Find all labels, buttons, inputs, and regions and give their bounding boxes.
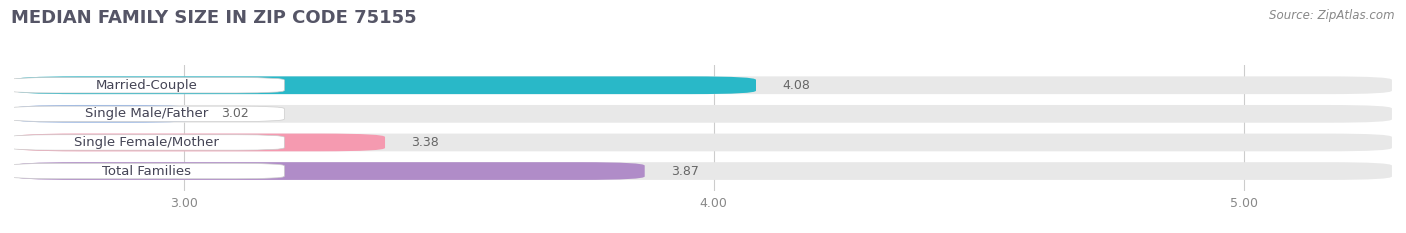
FancyBboxPatch shape <box>14 105 1392 123</box>
Text: 3.38: 3.38 <box>412 136 439 149</box>
Text: MEDIAN FAMILY SIZE IN ZIP CODE 75155: MEDIAN FAMILY SIZE IN ZIP CODE 75155 <box>11 9 416 27</box>
FancyBboxPatch shape <box>8 135 284 150</box>
Text: Total Families: Total Families <box>103 164 191 178</box>
FancyBboxPatch shape <box>14 76 1392 94</box>
Text: Married-Couple: Married-Couple <box>96 79 197 92</box>
FancyBboxPatch shape <box>14 134 385 151</box>
FancyBboxPatch shape <box>8 78 284 93</box>
FancyBboxPatch shape <box>14 76 756 94</box>
Text: 3.02: 3.02 <box>221 107 249 120</box>
Text: Source: ZipAtlas.com: Source: ZipAtlas.com <box>1270 9 1395 22</box>
FancyBboxPatch shape <box>14 105 194 123</box>
FancyBboxPatch shape <box>14 162 645 180</box>
FancyBboxPatch shape <box>14 134 1392 151</box>
FancyBboxPatch shape <box>14 162 1392 180</box>
FancyBboxPatch shape <box>8 106 284 122</box>
Text: 3.87: 3.87 <box>671 164 699 178</box>
Text: Single Female/Mother: Single Female/Mother <box>75 136 219 149</box>
Text: Single Male/Father: Single Male/Father <box>84 107 208 120</box>
Text: 4.08: 4.08 <box>783 79 810 92</box>
FancyBboxPatch shape <box>8 163 284 179</box>
